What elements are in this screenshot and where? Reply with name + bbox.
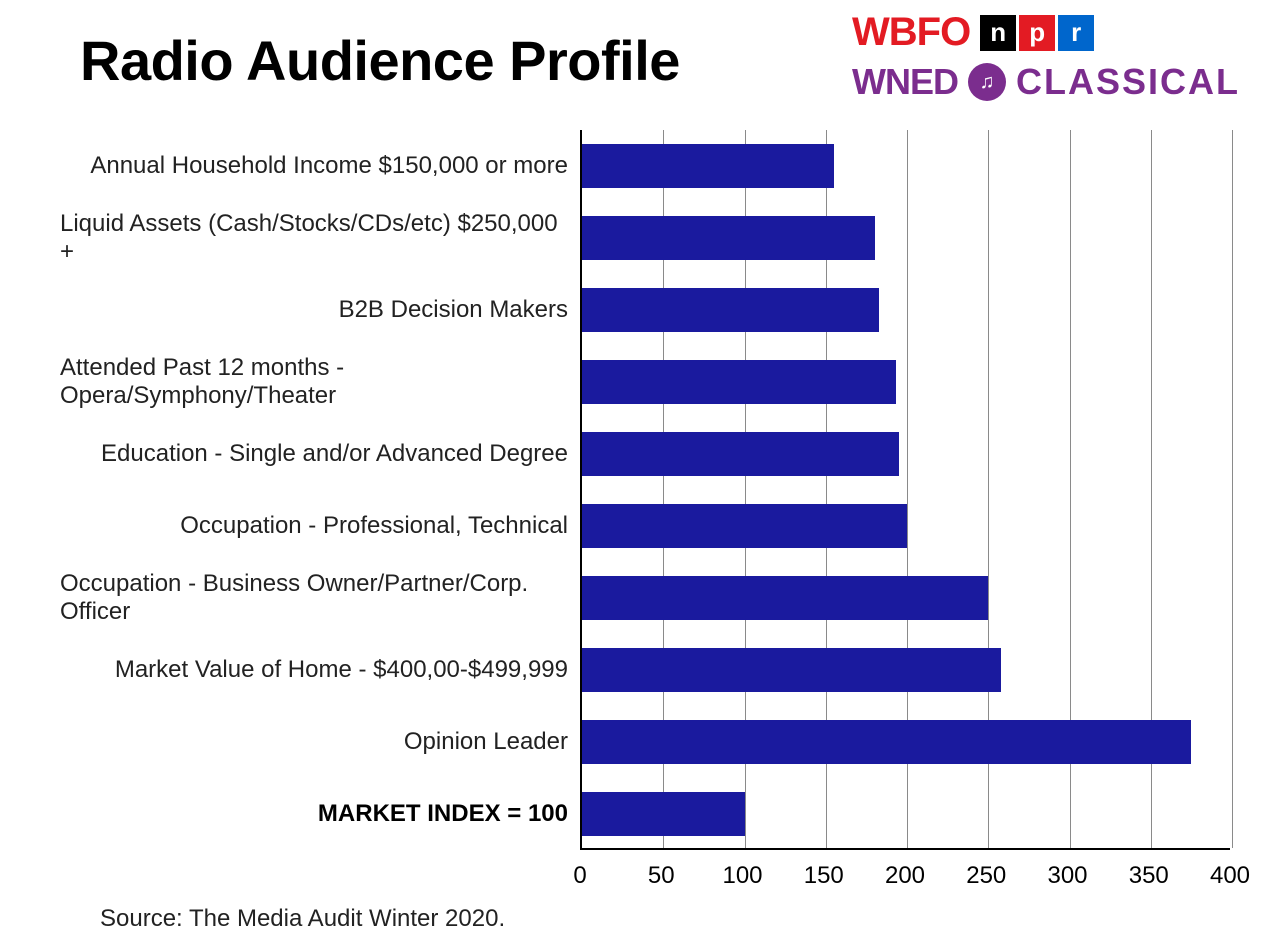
category-label: MARKET INDEX = 100 [60, 778, 580, 850]
category-label: Market Value of Home - $400,00-$499,999 [60, 634, 580, 706]
bar [582, 576, 988, 620]
x-tick-label: 400 [1210, 862, 1250, 890]
category-label: Liquid Assets (Cash/Stocks/CDs/etc) $250… [60, 202, 580, 274]
bar-chart: Annual Household Income $150,000 or more… [60, 130, 1230, 870]
bar [582, 216, 875, 260]
plot-column: 050100150200250300350400 [580, 130, 1230, 870]
logo-block: WBFO npr WNED ♫ CLASSICAL [852, 10, 1240, 103]
x-tick-label: 350 [1129, 862, 1169, 890]
category-label: B2B Decision Makers [60, 274, 580, 346]
category-label: Education - Single and/or Advanced Degre… [60, 418, 580, 490]
bar [582, 432, 899, 476]
npr-letter-p: p [1019, 15, 1055, 51]
bar [582, 792, 745, 836]
x-axis: 050100150200250300350400 [580, 850, 1230, 890]
plot-area [580, 130, 1230, 850]
npr-letter-r: r [1058, 15, 1094, 51]
category-label: Opinion Leader [60, 706, 580, 778]
page: Radio Audience Profile WBFO npr WNED ♫ C… [0, 0, 1280, 951]
bar [582, 720, 1191, 764]
logo-row-2: WNED ♫ CLASSICAL [852, 61, 1240, 103]
page-title: Radio Audience Profile [80, 28, 680, 93]
x-tick-label: 50 [648, 862, 675, 890]
bar [582, 144, 834, 188]
source-text: Source: The Media Audit Winter 2020. [100, 905, 505, 933]
x-tick-label: 250 [966, 862, 1006, 890]
bar [582, 504, 907, 548]
x-tick-label: 150 [804, 862, 844, 890]
npr-logo: npr [980, 15, 1094, 51]
gridline [1232, 130, 1233, 848]
category-label: Annual Household Income $150,000 or more [60, 130, 580, 202]
bar [582, 360, 896, 404]
classical-logo: CLASSICAL [1016, 61, 1240, 103]
music-note-icon: ♫ [968, 63, 1006, 101]
bar [582, 648, 1001, 692]
x-tick-label: 100 [722, 862, 762, 890]
category-label: Occupation - Professional, Technical [60, 490, 580, 562]
logo-row-1: WBFO npr [852, 10, 1240, 55]
category-label: Occupation - Business Owner/Partner/Corp… [60, 562, 580, 634]
wned-logo: WNED [852, 61, 958, 103]
x-tick-label: 200 [885, 862, 925, 890]
x-tick-label: 300 [1047, 862, 1087, 890]
npr-letter-n: n [980, 15, 1016, 51]
category-label: Attended Past 12 months - Opera/Symphony… [60, 346, 580, 418]
y-axis-labels: Annual Household Income $150,000 or more… [60, 130, 580, 870]
bar [582, 288, 879, 332]
x-tick-label: 0 [573, 862, 586, 890]
wbfo-logo: WBFO [852, 10, 970, 55]
